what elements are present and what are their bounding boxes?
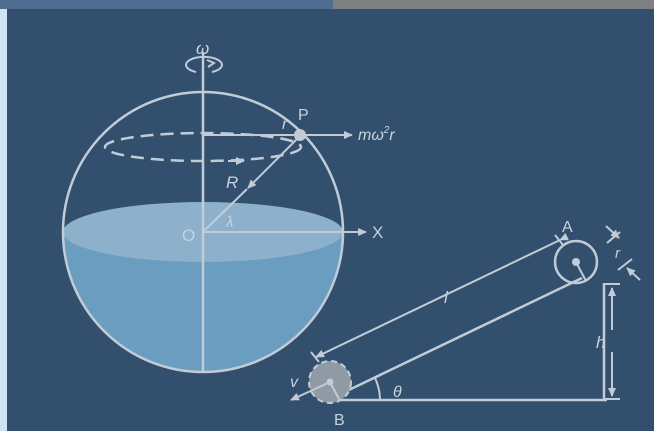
velocity-arrow: [290, 381, 331, 401]
radius-line: [202, 188, 248, 233]
radius-arrow: [247, 136, 300, 189]
small-r-label: r: [282, 116, 288, 133]
velocity-label: v: [290, 374, 299, 391]
height-label: h: [596, 333, 605, 352]
point-b-label: B: [334, 412, 345, 429]
point-p-label: P: [298, 107, 309, 124]
inclined-plane: θ l h A r B: [290, 219, 641, 429]
omega-label: ω: [196, 39, 209, 58]
x-axis-label: X: [372, 223, 383, 242]
rotation-arrowhead: [206, 59, 217, 68]
incline-slope: [327, 276, 583, 402]
origin-label: O: [182, 226, 195, 245]
length-label: l: [444, 288, 449, 307]
r-dimension-arrow-bottom: [626, 267, 641, 281]
point-a-label: A: [562, 219, 573, 236]
top-bar-right: [333, 0, 654, 9]
left-edge-strip: [0, 9, 7, 431]
r-dimension-tick-bottom: [617, 258, 633, 271]
ball-r-label: r: [615, 245, 621, 262]
radius-label: R: [226, 173, 238, 192]
length-arrow: [315, 232, 569, 358]
top-bar-left: [0, 0, 333, 9]
force-label: mω2r: [358, 125, 395, 144]
length-tick-bottom: [310, 351, 320, 363]
ball-a: [553, 239, 599, 285]
r-dimension-tick-top: [606, 231, 621, 244]
ball-b-radius: [329, 381, 341, 402]
length-tick-top: [554, 234, 564, 246]
lambda-label: λ: [225, 214, 233, 231]
rotating-sphere: ω r mω2r P R λ X O: [61, 39, 395, 374]
angle-arc: [374, 377, 381, 401]
theta-label: θ: [393, 384, 402, 401]
r-dimension-arrow-top: [605, 225, 620, 239]
rotation-loop: [185, 55, 223, 73]
ball-a-radius: [575, 261, 587, 282]
